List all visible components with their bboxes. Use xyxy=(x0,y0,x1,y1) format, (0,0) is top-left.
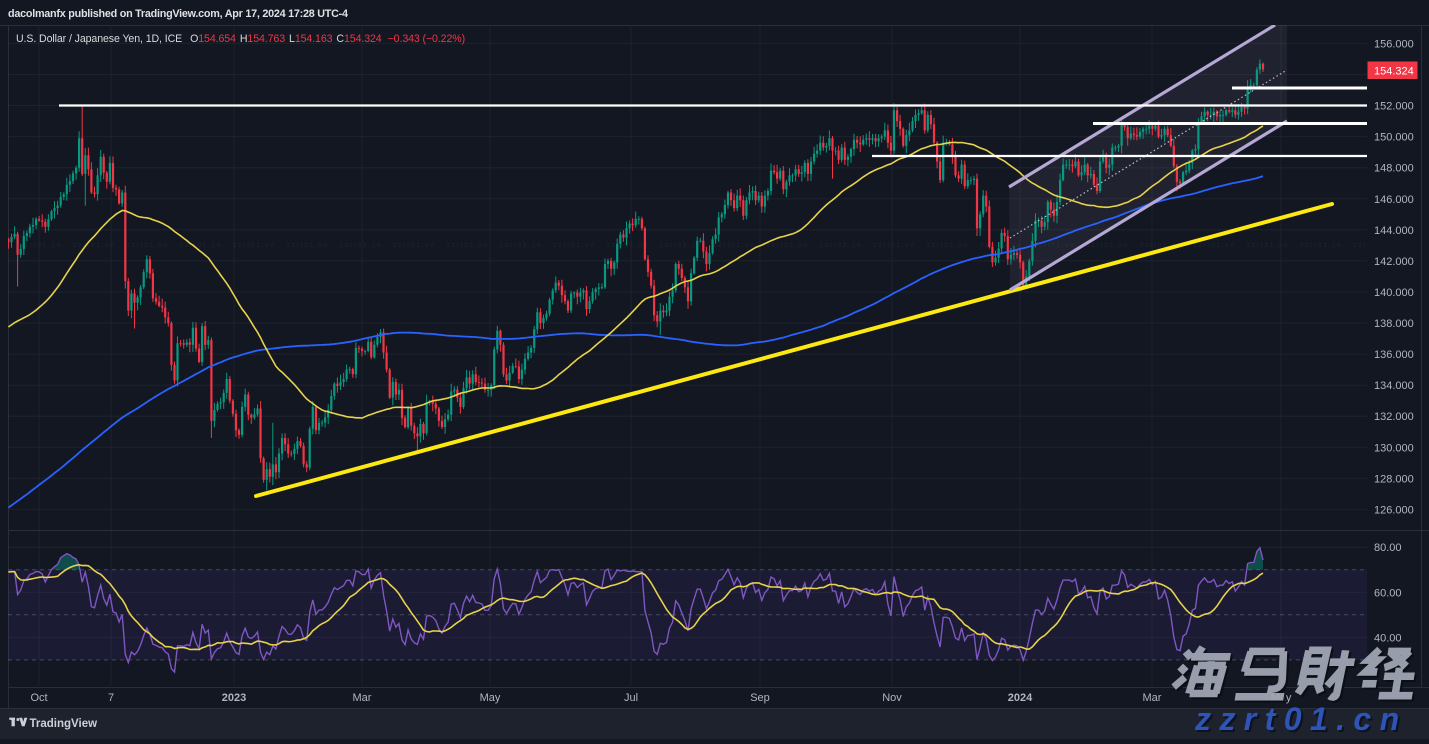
svg-text:Oct: Oct xyxy=(30,692,47,704)
svg-text:150.000: 150.000 xyxy=(1374,132,1414,144)
svg-text:dacolmanfx published on Tradin: dacolmanfx published on TradingView.com,… xyxy=(8,8,348,20)
svg-text:152.000: 152.000 xyxy=(1374,101,1414,113)
svg-text:154.324: 154.324 xyxy=(1374,66,1414,78)
svg-text:Sep: Sep xyxy=(750,692,770,704)
svg-text:136.000: 136.000 xyxy=(1374,349,1414,361)
svg-text:TradingView: TradingView xyxy=(30,718,98,730)
svg-text:144.000: 144.000 xyxy=(1374,225,1414,237)
svg-text:80.00: 80.00 xyxy=(1374,542,1402,554)
svg-text:138.000: 138.000 xyxy=(1374,318,1414,330)
svg-text:40.00: 40.00 xyxy=(1374,632,1402,644)
svg-text:Mar: Mar xyxy=(353,692,372,704)
svg-text:132.000: 132.000 xyxy=(1374,411,1414,423)
svg-text:Jul: Jul xyxy=(624,692,638,704)
svg-text:zzrt01.cn: zzrt01.cn xyxy=(1194,701,1408,737)
svg-text:128.000: 128.000 xyxy=(1374,473,1414,485)
svg-text:2023: 2023 xyxy=(222,692,246,704)
svg-text:140.000: 140.000 xyxy=(1374,287,1414,299)
svg-text:148.000: 148.000 xyxy=(1374,163,1414,175)
svg-text:7: 7 xyxy=(108,692,114,704)
svg-text:134.000: 134.000 xyxy=(1374,380,1414,392)
svg-text:zzrt01.cn: zzrt01.cn xyxy=(1196,703,1410,739)
svg-text:130.000: 130.000 xyxy=(1374,442,1414,454)
svg-text:Mar: Mar xyxy=(1143,692,1162,704)
svg-text:126.000: 126.000 xyxy=(1374,505,1414,517)
svg-text:U.S. Dollar / Japanese Yen, 1D: U.S. Dollar / Japanese Yen, 1D, ICE O154.… xyxy=(16,33,465,45)
svg-text:Nov: Nov xyxy=(882,692,902,704)
svg-text:2024: 2024 xyxy=(1008,692,1033,704)
svg-text:May: May xyxy=(480,692,501,704)
svg-text:146.000: 146.000 xyxy=(1374,194,1414,206)
svg-text:60.00: 60.00 xyxy=(1374,587,1402,599)
svg-text:142.000: 142.000 xyxy=(1374,256,1414,268)
svg-text:156.000: 156.000 xyxy=(1374,38,1414,50)
svg-text:zzrt01.cn zzrt01.cn zzrt01: zzrt01.cn zzrt01.cn zzrt01.cn zzrt01.cn … xyxy=(20,243,1429,249)
